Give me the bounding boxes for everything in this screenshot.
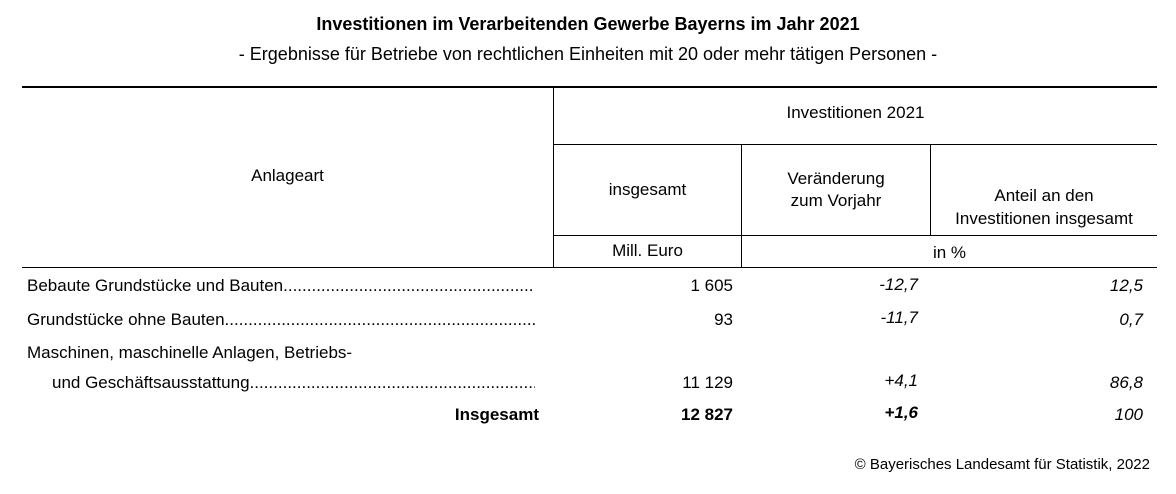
- cell-insgesamt: 1 605: [690, 276, 733, 295]
- cell-anteil: 86,8: [1109, 373, 1143, 392]
- table-top-rule: [22, 86, 1157, 88]
- page-title: Investitionen im Verarbeitenden Gewerbe …: [316, 14, 860, 34]
- cell-veraenderung: -11,7: [880, 308, 919, 327]
- cell-insgesamt: 93: [714, 310, 733, 329]
- row-label-line1: Maschinen, maschinelle Anlagen, Betriebs…: [27, 343, 353, 362]
- cell-anteil: 0,7: [1119, 310, 1143, 329]
- cell-veraenderung: +4,1: [884, 371, 918, 390]
- header-insgesamt: insgesamt: [608, 180, 687, 199]
- row-label: Grundstücke ohne Bauten.................…: [27, 310, 535, 329]
- page-subtitle: - Ergebnisse für Betriebe von rechtliche…: [238, 44, 938, 64]
- total-label: Insgesamt: [454, 405, 539, 424]
- header-group-investitionen: Investitionen 2021: [786, 103, 925, 122]
- header-anteil-line1: Anteil an den: [994, 186, 1094, 205]
- anlageart-divider: [553, 87, 554, 268]
- cell-insgesamt: 11 129: [682, 373, 733, 392]
- cell-veraenderung: -12,7: [879, 275, 918, 294]
- header-veraenderung-line2: zum Vorjahr: [790, 191, 882, 210]
- header-anteil-line2: Investitionen insgesamt: [955, 209, 1133, 228]
- unit-row-rule: [553, 235, 1157, 236]
- row-label-line2: und Geschäftsausstattung................…: [52, 373, 535, 392]
- insgesamt-divider: [741, 144, 742, 268]
- group-header-rule: [553, 144, 1157, 145]
- total-insgesamt: 12 827: [681, 405, 733, 424]
- row-label: Bebaute Grundstücke und Bauten..........…: [27, 276, 535, 295]
- veraenderung-divider: [930, 144, 931, 236]
- total-veraenderung: +1,6: [884, 403, 918, 422]
- unit-mill-euro: Mill. Euro: [612, 241, 683, 260]
- header-bottom-rule: [22, 267, 1157, 268]
- header-veraenderung-line1: Veränderung: [787, 169, 885, 188]
- unit-percent: in %: [932, 243, 967, 262]
- total-anteil: 100: [1114, 405, 1143, 424]
- header-anlageart: Anlageart: [251, 166, 324, 185]
- copyright-footer: © Bayerisches Landesamt für Statistik, 2…: [854, 456, 1150, 473]
- cell-anteil: 12,5: [1109, 276, 1143, 295]
